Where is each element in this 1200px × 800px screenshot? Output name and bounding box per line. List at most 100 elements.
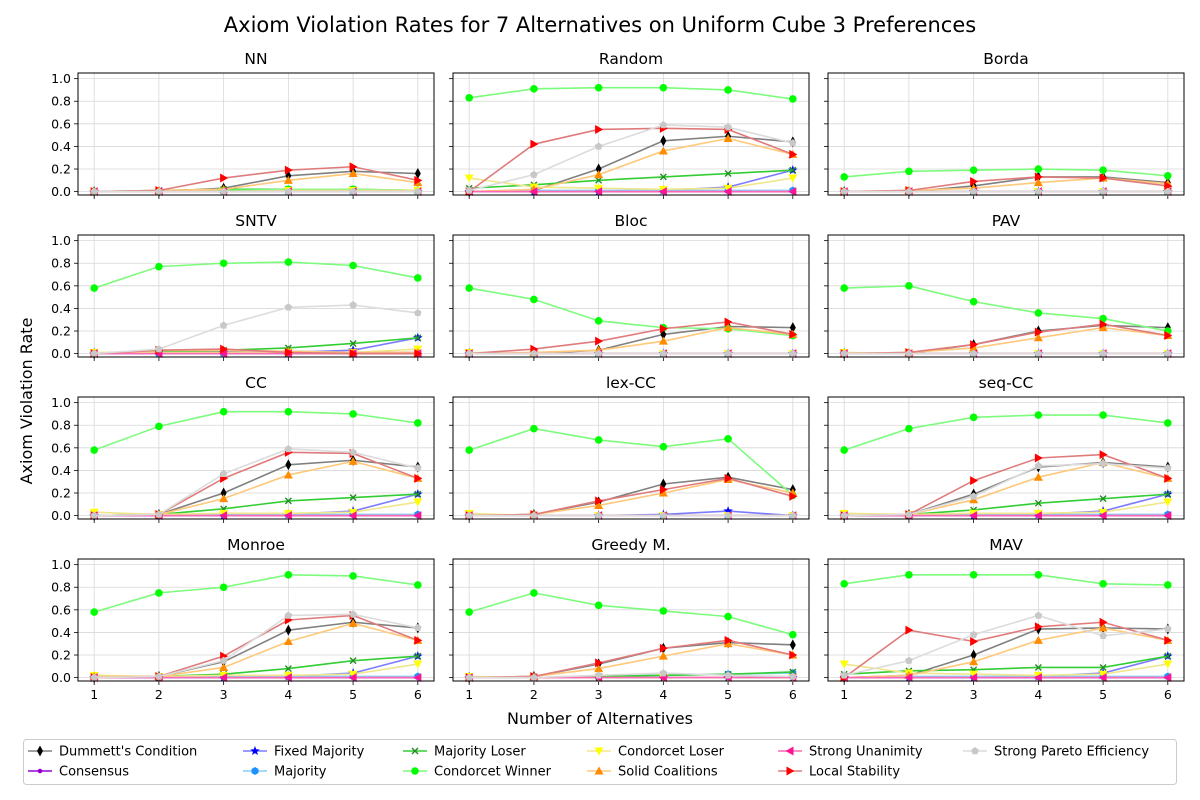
data-point [659, 83, 668, 92]
data-point [840, 173, 848, 181]
subplot-title: seq-CC [979, 374, 1034, 392]
series-line [843, 414, 1168, 451]
series-strong-pareto-efficiency [90, 301, 422, 357]
x-tick-label: 6 [789, 687, 797, 702]
data-point [90, 608, 98, 616]
series-line [469, 326, 793, 355]
axes-frame [452, 396, 810, 520]
data-point [155, 345, 163, 353]
series-line [469, 477, 794, 517]
data-point [1164, 349, 1172, 357]
data-point [348, 456, 358, 465]
legend-marker [37, 768, 43, 774]
legend-label: Dummett's Condition [59, 745, 197, 760]
data-point [283, 673, 292, 683]
data-point [723, 134, 733, 143]
data-point [1164, 652, 1172, 660]
data-point [658, 146, 668, 155]
data-point [90, 187, 98, 195]
data-point [659, 324, 668, 334]
data-point [349, 261, 357, 270]
data-point [530, 295, 538, 304]
data-point [413, 498, 423, 507]
subplot-title: Bloc [615, 212, 648, 230]
legend-marker [786, 766, 795, 776]
legend-label: Consensus [59, 765, 129, 780]
subplot-title: SNTV [235, 212, 277, 230]
data-point [349, 448, 357, 456]
subplot-title: CC [245, 374, 267, 392]
subplot-seq-cc: seq-CC [824, 374, 1185, 523]
series-condorcet-winner [840, 282, 1172, 335]
data-point [1034, 453, 1043, 463]
data-point [219, 656, 228, 664]
y-tick-label: 1.0 [51, 71, 71, 86]
subplot-title: Random [599, 50, 663, 68]
data-point [1164, 625, 1172, 633]
data-point [595, 124, 604, 134]
data-point [659, 442, 668, 451]
legend-marker [594, 747, 604, 756]
axes-frame [452, 72, 810, 196]
data-point [349, 349, 358, 359]
x-tick-label: 1 [840, 687, 848, 702]
series-line [468, 127, 794, 193]
series-line [93, 261, 418, 289]
axes-frame [77, 234, 435, 358]
data-point [1034, 187, 1043, 195]
series-line [469, 321, 793, 355]
legend-entry-fixed-majority: Fixed Majority [243, 745, 365, 760]
data-point [594, 601, 603, 610]
series-line [469, 672, 793, 679]
legend-marker [411, 767, 419, 775]
series-condorcet-winner [840, 571, 1172, 589]
data-point [969, 166, 978, 174]
series-condorcet-winner [90, 571, 422, 616]
x-tick-label: 4 [659, 687, 667, 702]
data-point [594, 664, 604, 673]
data-point [1099, 349, 1107, 357]
data-point [789, 166, 797, 174]
data-point [349, 410, 357, 418]
x-tick-label: 5 [724, 687, 732, 702]
data-point [219, 511, 228, 521]
data-point [284, 611, 293, 619]
data-point [1164, 490, 1172, 498]
x-tick-label: 5 [1099, 687, 1107, 702]
data-point [465, 511, 473, 519]
data-point [220, 487, 227, 499]
y-tick-label: 0.6 [51, 602, 71, 617]
legend-entry-local-stability: Local Stability [778, 765, 900, 780]
x-tick-label: 3 [595, 687, 603, 702]
data-point [349, 494, 357, 502]
data-point [905, 571, 913, 579]
data-point [723, 639, 733, 648]
data-point [724, 170, 732, 178]
data-point [969, 571, 978, 579]
data-point [219, 662, 229, 671]
data-point [1163, 511, 1172, 521]
data-point [348, 508, 358, 517]
data-point [723, 323, 733, 332]
data-point [658, 336, 668, 345]
y-tick-label: 0.6 [51, 116, 71, 131]
legend-entry-consensus: Consensus [28, 765, 129, 780]
data-point [658, 651, 668, 660]
data-point [1034, 611, 1043, 619]
series-line [844, 285, 1168, 332]
data-point [1033, 333, 1043, 342]
data-point [840, 446, 848, 454]
data-point [283, 636, 293, 645]
data-point [594, 511, 603, 519]
subplot-title: Greedy M. [591, 536, 670, 554]
series-line [844, 323, 1168, 355]
series-line [844, 614, 1168, 677]
data-point [969, 492, 978, 500]
subplot-grid: NN 0.0 0.2 0.4 0.6 0.8 1.0 Random Borda SNTV 0.0 0.… [51, 50, 1185, 702]
data-point [970, 636, 979, 646]
x-axis-label: Number of Alternatives [507, 709, 693, 728]
data-point [348, 169, 358, 178]
y-tick-label: 0.2 [51, 162, 71, 177]
subplot-pav: PAV [824, 212, 1185, 361]
data-point [284, 165, 293, 175]
